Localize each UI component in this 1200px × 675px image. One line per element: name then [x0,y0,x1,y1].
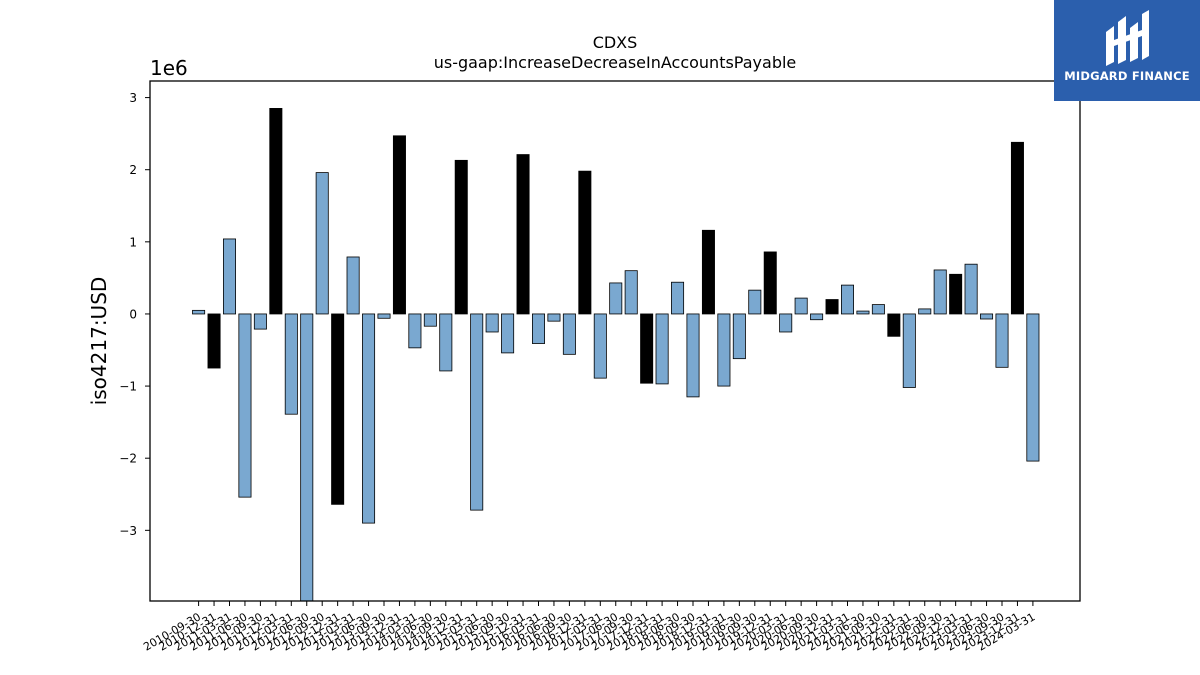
bar-2017-06-30 [609,282,623,315]
bar-2021-12-31 [887,313,901,337]
bar-2022-03-31 [902,313,916,388]
bar-2010-12-31 [207,313,221,369]
bar-2022-06-30 [918,308,932,315]
bar-2012-03-31 [284,313,298,415]
bar-2016-03-31 [532,313,546,344]
y-axis: −3 −2 −1 0 1 2 3 [119,91,150,538]
bar-2020-12-31 [825,299,839,315]
bar-2019-03-31 [717,313,731,387]
bar-2018-09-30 [686,313,700,398]
bar-2015-09-30 [501,313,515,354]
bar-2016-12-31 [578,170,592,315]
y-multiplier-label: 1e6 [150,56,188,80]
bar-2014-03-31 [408,313,422,349]
bar-2019-06-30 [732,313,746,360]
bar-2013-09-30 [377,313,391,319]
bar-2014-06-30 [423,313,437,327]
bar-2023-06-30 [980,313,994,320]
chart-title: CDXS [593,33,638,52]
bar-2015-03-31 [470,313,484,511]
bar-2023-03-31 [964,263,978,315]
logo-mark-icon [1054,0,1200,101]
bars-layer [192,108,1040,602]
bar-2021-03-31 [841,284,855,315]
y-tick-label: 0 [129,307,137,321]
brand-logo: MIDGARD FINANCE [1054,0,1200,101]
y-axis-label: iso4217:USD [87,277,111,406]
chart-subtitle: us-gaap:IncreaseDecreaseInAccountsPayabl… [434,53,797,72]
bar-2010-09-30 [192,309,206,315]
bar-2012-06-30 [300,313,314,602]
bar-2017-12-31 [640,313,654,384]
bar-2013-06-30 [362,313,376,524]
logo-text: MIDGARD FINANCE [1064,69,1190,83]
bar-2017-09-30 [624,270,638,315]
bar-2014-12-31 [454,159,468,315]
bar-2014-09-30 [439,313,453,372]
y-tick-label: −3 [119,524,137,538]
bar-2018-06-30 [671,281,685,315]
y-tick-label: −2 [119,452,137,466]
bar-2020-06-30 [794,297,808,315]
bar-2020-03-31 [779,313,793,333]
bar-2020-09-30 [810,313,824,321]
bar-2011-06-30 [238,313,252,498]
x-axis: 2010-09-302010-12-312011-03-312011-06-30… [141,601,1037,654]
bar-2011-09-30 [253,313,267,330]
y-tick-label: −1 [119,380,137,394]
bar-2018-03-31 [655,313,669,385]
bar-2024-03-31 [1026,313,1040,462]
bar-2013-03-31 [346,256,360,315]
bar-2013-12-31 [392,135,406,315]
bar-2015-12-31 [516,154,530,315]
bar-2021-09-30 [871,304,885,315]
bar-2012-12-31 [331,313,345,505]
bar-2017-03-31 [593,313,607,379]
y-tick-label: 3 [129,91,137,105]
bar-2022-09-30 [933,269,947,315]
bar-2012-09-30 [315,172,329,315]
bar-2015-06-30 [485,313,499,333]
bar-2011-03-31 [222,238,236,315]
bar-2019-09-30 [748,289,762,315]
y-tick-label: 1 [129,235,137,249]
y-tick-label: 2 [129,163,137,177]
bar-2016-09-30 [562,313,576,355]
bar-2011-12-31 [269,108,283,315]
plot-frame [149,80,1081,602]
bar-2023-09-30 [995,313,1009,368]
bar-2021-06-30 [856,310,870,315]
bar-2018-12-31 [701,229,715,315]
bar-2022-12-31 [949,273,963,315]
bar-2016-06-30 [547,313,561,322]
bar-2023-12-31 [1010,141,1024,315]
bar-2019-12-31 [763,251,777,315]
